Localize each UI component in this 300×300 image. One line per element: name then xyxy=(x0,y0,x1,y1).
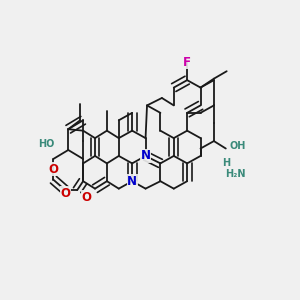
Text: OH: OH xyxy=(230,140,246,151)
Text: HO: HO xyxy=(38,139,54,149)
Text: N: N xyxy=(140,149,151,162)
Text: H₂N: H₂N xyxy=(225,169,246,179)
Text: O: O xyxy=(81,191,91,204)
Text: H: H xyxy=(222,158,230,168)
Text: F: F xyxy=(183,56,191,69)
Text: N: N xyxy=(127,175,137,188)
Text: O: O xyxy=(60,187,70,200)
Text: O: O xyxy=(48,163,59,176)
